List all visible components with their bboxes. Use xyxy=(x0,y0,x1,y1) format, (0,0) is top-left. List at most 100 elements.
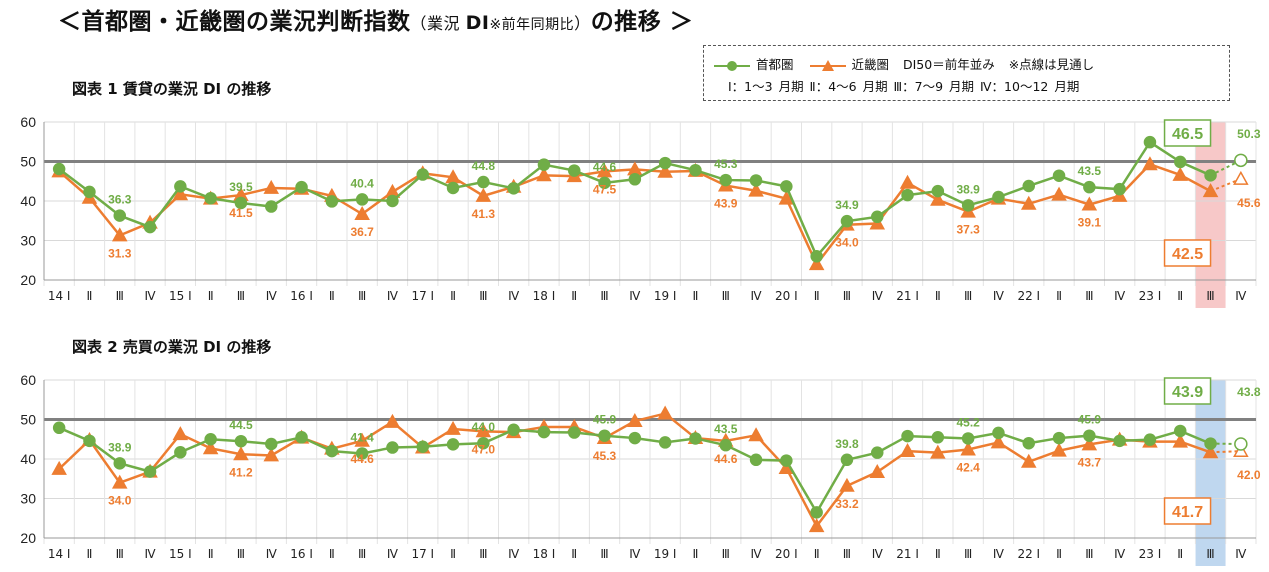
series-line-shutoken xyxy=(58,140,1212,259)
point-shutoken xyxy=(961,432,975,445)
point-kinki xyxy=(869,463,886,478)
point-kinki xyxy=(263,179,280,194)
x-tick-label: 14 Ⅰ xyxy=(48,547,71,561)
point-shutoken xyxy=(1083,429,1096,442)
x-tick-label: Ⅱ xyxy=(450,547,456,561)
x-tick-label: Ⅲ xyxy=(237,289,245,303)
x-tick-label: Ⅲ xyxy=(843,289,851,303)
point-shutoken xyxy=(234,196,248,210)
chart2-svg: 20 30 40 50 60 14 Ⅰ Ⅱ Ⅲ Ⅳ 15 Ⅰ Ⅱ Ⅲ Ⅳ 16 Ⅰ Ⅱ Ⅲ Ⅳ 17 Ⅰ Ⅱ Ⅲ Ⅳ 18… xyxy=(20,372,1261,566)
point-kinki xyxy=(233,446,249,461)
point-shutoken xyxy=(1022,436,1035,450)
point-shutoken xyxy=(507,182,520,195)
point-kinki xyxy=(960,441,976,456)
x-tick-label: Ⅲ xyxy=(479,547,487,561)
point-shutoken xyxy=(658,436,672,449)
point-shutoken xyxy=(83,185,96,199)
point-kinki xyxy=(1081,196,1098,211)
x-tick-label: Ⅳ xyxy=(145,547,156,561)
legend-item-kinki: 近畿圏 xyxy=(808,54,889,73)
data-label: 36.7 xyxy=(350,225,374,239)
point-kinki xyxy=(445,420,461,435)
data-label: 44.8 xyxy=(472,159,496,173)
data-label: 34.0 xyxy=(108,494,132,508)
data-label: 44.0 xyxy=(472,420,496,434)
legend-marker-circle-icon xyxy=(714,60,750,71)
data-label: 39.1 xyxy=(1078,216,1102,230)
data-label: 45.2 xyxy=(956,415,980,429)
data-label: 45.3 xyxy=(714,157,738,171)
data-label: 41.3 xyxy=(472,207,496,221)
point-shutoken xyxy=(871,446,884,459)
data-label: 45.9 xyxy=(593,413,617,427)
highlight-label-box xyxy=(1163,119,1212,147)
point-kinki xyxy=(263,447,280,462)
data-label: 44.6 xyxy=(593,160,617,174)
point-shutoken xyxy=(355,447,369,460)
data-label: 31.3 xyxy=(108,246,132,260)
x-tick-label: Ⅱ xyxy=(814,547,820,561)
point-shutoken xyxy=(386,441,399,454)
point-shutoken xyxy=(416,440,429,454)
point-shutoken xyxy=(113,457,126,470)
x-tick-label: 20 Ⅰ xyxy=(775,289,798,303)
point-kinki xyxy=(1020,453,1037,468)
point-shutoken xyxy=(204,433,217,446)
title-paren-close: ） xyxy=(574,14,591,33)
x-tick-label: Ⅲ xyxy=(722,289,730,303)
point-shutoken xyxy=(325,195,339,208)
point-shutoken xyxy=(719,173,732,187)
legend-quarters-note: Ⅰ：1〜3 月期 Ⅱ：4〜6 月期 Ⅲ：7〜9 月期 Ⅳ：10〜12 月期 xyxy=(728,79,1080,94)
point-kinki xyxy=(1172,433,1189,448)
x-tick-label: 15 Ⅰ xyxy=(169,289,192,303)
data-label: 38.9 xyxy=(956,182,980,196)
x-tick-label: Ⅱ xyxy=(208,289,214,303)
point-shutoken xyxy=(810,506,823,519)
x-tick-label: 17 Ⅰ xyxy=(411,547,434,561)
point-shutoken xyxy=(658,156,672,170)
point-kinki xyxy=(748,182,764,197)
point-shutoken xyxy=(265,437,278,451)
highlight-band xyxy=(1195,122,1226,308)
x-tick-label: 21 Ⅰ xyxy=(896,547,919,561)
point-kinki xyxy=(1202,183,1219,198)
data-label: 44.6 xyxy=(350,452,374,466)
point-shutoken xyxy=(931,431,945,444)
x-tick-label: 19 Ⅰ xyxy=(654,289,677,303)
x-tick-label: 17 Ⅰ xyxy=(411,289,434,303)
point-shutoken xyxy=(446,181,460,195)
x-tick-label: Ⅱ xyxy=(692,547,698,561)
x-tick-label: Ⅱ xyxy=(86,289,92,303)
point-shutoken xyxy=(1022,179,1035,193)
point-shutoken xyxy=(477,175,490,189)
data-label: 41.2 xyxy=(229,465,253,479)
point-kinki xyxy=(1020,195,1037,210)
x-tick-label: 16 Ⅰ xyxy=(290,547,313,561)
data-label: 43.8 xyxy=(1237,385,1261,399)
data-label: 34.0 xyxy=(835,236,859,250)
data-label: 43.9 xyxy=(714,197,738,211)
data-label: 47.5 xyxy=(593,182,617,196)
y-tick-label: 60 xyxy=(20,114,36,130)
legend-item-shutoken: 首都圏 xyxy=(712,54,794,73)
point-shutoken xyxy=(598,429,611,442)
data-label: 42.0 xyxy=(1237,468,1261,482)
data-label: 43.9 xyxy=(1172,384,1203,401)
point-shutoken xyxy=(961,199,975,212)
x-tick-label: Ⅳ xyxy=(751,547,762,561)
point-shutoken xyxy=(174,446,187,459)
y-tick-label: 30 xyxy=(20,491,36,507)
point-shutoken xyxy=(1052,431,1066,445)
point-shutoken xyxy=(871,210,884,224)
x-tick-label: Ⅲ xyxy=(1085,547,1093,561)
data-label: 43.5 xyxy=(714,422,738,436)
point-kinki xyxy=(1081,436,1098,451)
point-kinki xyxy=(172,426,189,441)
point-shutoken xyxy=(689,432,702,445)
point-kinki xyxy=(1051,186,1067,201)
data-label: 33.2 xyxy=(835,497,859,511)
point-shutoken xyxy=(234,434,248,448)
point-shutoken xyxy=(355,193,369,206)
x-tick-label: Ⅲ xyxy=(964,289,972,303)
x-tick-label: Ⅱ xyxy=(571,289,577,303)
